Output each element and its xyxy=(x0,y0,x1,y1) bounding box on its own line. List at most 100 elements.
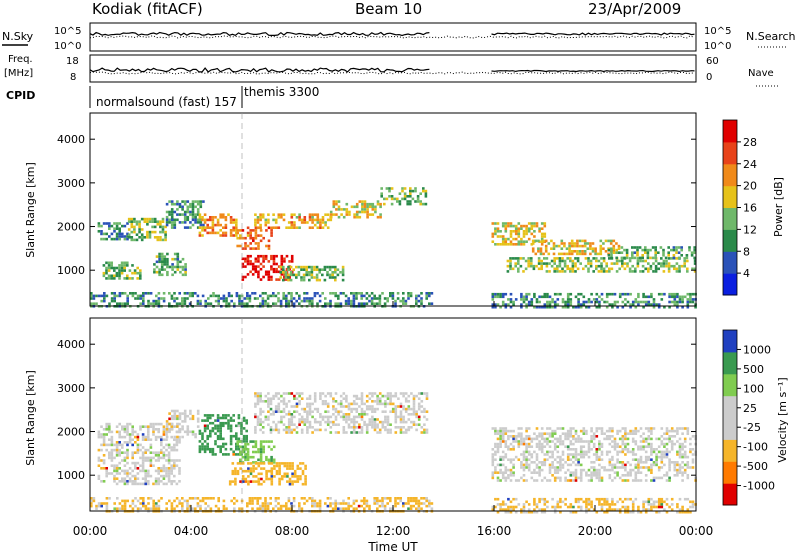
power-cell xyxy=(107,266,111,270)
power-cell xyxy=(525,232,528,236)
velocity-cell xyxy=(642,440,645,443)
velocity-cell xyxy=(650,432,653,435)
power-cell xyxy=(371,205,375,209)
velocity-cell xyxy=(360,400,364,403)
power-cell xyxy=(164,238,167,242)
power-cell xyxy=(290,223,294,227)
power-cell xyxy=(310,276,314,279)
power-cell xyxy=(176,268,180,271)
power-colorbar-swatch xyxy=(723,141,737,165)
power-cell xyxy=(254,229,258,232)
velocity-cell xyxy=(572,455,575,459)
velocity-cell xyxy=(681,445,684,448)
power-cell xyxy=(504,227,508,230)
velocity-cell xyxy=(347,504,350,508)
velocity-cell xyxy=(579,479,583,482)
power-cell xyxy=(573,250,577,253)
noise-right-tick-high: 10^5 xyxy=(704,26,731,37)
power-cell xyxy=(534,252,538,256)
velocity-cell xyxy=(512,437,515,441)
power-cell xyxy=(183,218,187,222)
power-cell xyxy=(522,235,526,238)
velocity-cell xyxy=(139,464,142,467)
power-cell xyxy=(165,210,169,214)
velocity-cell xyxy=(595,458,599,461)
velocity-cell xyxy=(244,480,248,483)
power-cell xyxy=(235,226,238,229)
power-cell xyxy=(295,216,299,219)
velocity-cell xyxy=(295,431,299,434)
velocity-cell xyxy=(102,433,106,436)
velocity-cell xyxy=(637,463,640,467)
velocity-cell xyxy=(134,497,137,500)
power-cell xyxy=(134,292,137,295)
power-cell xyxy=(265,229,268,232)
velocity-cell xyxy=(352,507,356,510)
power-cell xyxy=(168,265,172,269)
power-cell xyxy=(251,292,254,295)
power-cell xyxy=(92,297,96,300)
velocity-cell xyxy=(574,440,578,443)
power-cell xyxy=(118,230,121,233)
velocity-cell xyxy=(621,463,625,467)
power-cell xyxy=(196,208,200,211)
power-cell xyxy=(657,292,661,296)
power-cell xyxy=(650,295,653,299)
velocity-cell xyxy=(252,480,255,483)
velocity-cell xyxy=(629,510,632,514)
power-cell xyxy=(199,302,202,305)
velocity-cell xyxy=(676,453,679,456)
power-cell xyxy=(591,242,595,245)
power-cell xyxy=(546,305,549,309)
velocity-cell xyxy=(572,453,575,456)
velocity-cell xyxy=(118,451,121,454)
power-cell xyxy=(127,217,131,221)
power-cell xyxy=(239,229,242,232)
power-cell xyxy=(140,236,144,239)
velocity-cell xyxy=(386,431,390,434)
power-cell xyxy=(239,234,242,237)
power-cell xyxy=(285,297,288,300)
velocity-cell xyxy=(556,466,560,469)
power-cell xyxy=(514,227,518,230)
velocity-cell xyxy=(611,440,614,443)
velocity-cell xyxy=(603,510,606,514)
velocity-cell xyxy=(251,507,254,510)
velocity-cell xyxy=(525,437,528,441)
velocity-cell xyxy=(334,407,338,411)
velocity-cell xyxy=(371,420,374,424)
power-cell xyxy=(257,260,260,263)
power-cell xyxy=(539,250,543,253)
velocity-cell xyxy=(272,420,275,424)
velocity-cell xyxy=(222,507,226,510)
velocity-cell xyxy=(556,503,560,506)
velocity-cell xyxy=(254,394,257,398)
velocity-cell xyxy=(616,474,619,477)
power-cell xyxy=(629,303,632,306)
power-cell xyxy=(366,215,369,219)
velocity-cell xyxy=(224,421,228,425)
power-cell xyxy=(693,246,696,249)
power-cell xyxy=(511,257,515,260)
velocity-cell xyxy=(598,427,601,430)
power-cell xyxy=(621,259,624,263)
velocity-cell xyxy=(634,440,638,443)
velocity-cell xyxy=(116,497,119,500)
velocity-cell xyxy=(261,502,265,505)
power-cell xyxy=(246,226,250,230)
velocity-cell xyxy=(237,414,241,417)
power-cell xyxy=(235,234,238,237)
velocity-cell xyxy=(247,462,250,465)
power-cell xyxy=(509,232,513,236)
power-cell xyxy=(311,216,314,219)
power-cell xyxy=(211,231,215,235)
power-cell xyxy=(419,200,422,203)
velocity-cell xyxy=(242,434,246,438)
velocity-cell xyxy=(626,474,630,477)
velocity-cell xyxy=(272,413,275,416)
velocity-cell xyxy=(319,428,322,432)
velocity-cell xyxy=(553,458,557,461)
velocity-cell xyxy=(624,468,627,472)
velocity-cell xyxy=(512,508,515,511)
freq-right-tick-high: 60 xyxy=(706,56,719,67)
